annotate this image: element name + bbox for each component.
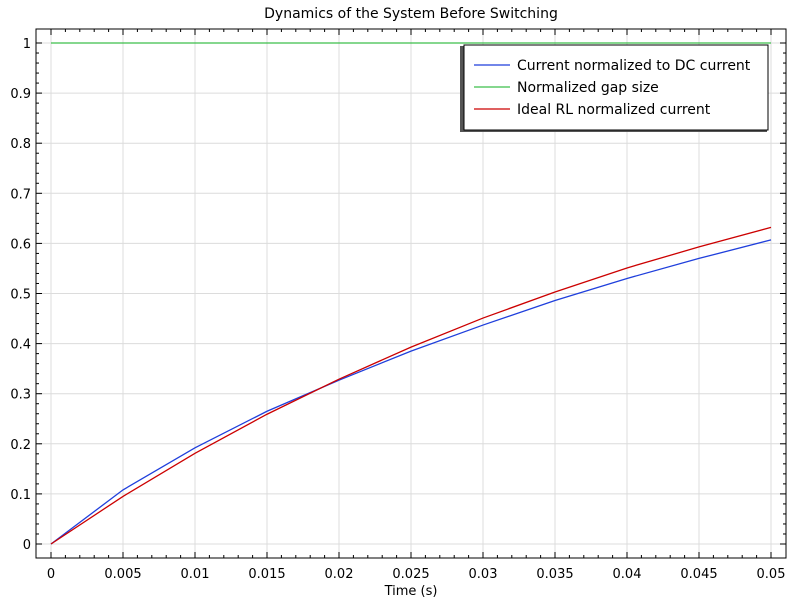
y-tick-label: 0.5: [10, 288, 31, 303]
series-line-0: [50, 239, 772, 545]
x-tick-label: 0.03: [469, 567, 498, 582]
x-tick-label: 0.01: [181, 567, 210, 582]
x-tick-label: 0.025: [392, 567, 429, 582]
x-tick-label: 0.045: [680, 567, 717, 582]
x-tick-label: 0.005: [104, 567, 141, 582]
x-tick-label: 0.02: [325, 567, 354, 582]
legend-items: Current normalized to DC current Normaliz…: [474, 58, 751, 118]
x-tick-label: 0.035: [536, 567, 573, 582]
axis-ticks: 0 0.005 0.01 0.015 0.02 0.025 0.03 0.035 0.04 0.0…: [10, 29, 786, 582]
x-tick-label: 0.015: [248, 567, 285, 582]
x-tick-label: 0.04: [613, 567, 642, 582]
y-tick-label: 0.6: [10, 237, 31, 252]
y-tick-label: 0.9: [10, 87, 31, 102]
legend-box: [463, 44, 769, 131]
series-line-2: [50, 226, 772, 545]
y-tick-label: 0.3: [10, 388, 31, 403]
legend-label-0: Current normalized to DC current: [517, 58, 751, 74]
y-tick-label: 0.4: [10, 338, 31, 353]
y-tick-label: 0.7: [10, 187, 31, 202]
legend-label-2: Ideal RL normalized current: [517, 102, 711, 118]
y-tick-label: 0.2: [10, 438, 31, 453]
series-lines: [50, 42, 772, 545]
y-tick-label: 1: [23, 37, 31, 52]
y-tick-label: 0: [23, 538, 31, 553]
legend: Current normalized to DC current Normaliz…: [460, 44, 769, 132]
x-tick-label: 0.05: [757, 567, 786, 582]
legend-label-1: Normalized gap size: [517, 80, 659, 96]
chart-title: Dynamics of the System Before Switching: [264, 6, 558, 22]
x-axis-label: Time (s): [384, 584, 438, 599]
x-tick-label: 0: [47, 567, 55, 582]
y-tick-label: 0.8: [10, 137, 31, 152]
y-tick-label: 0.1: [10, 488, 31, 503]
